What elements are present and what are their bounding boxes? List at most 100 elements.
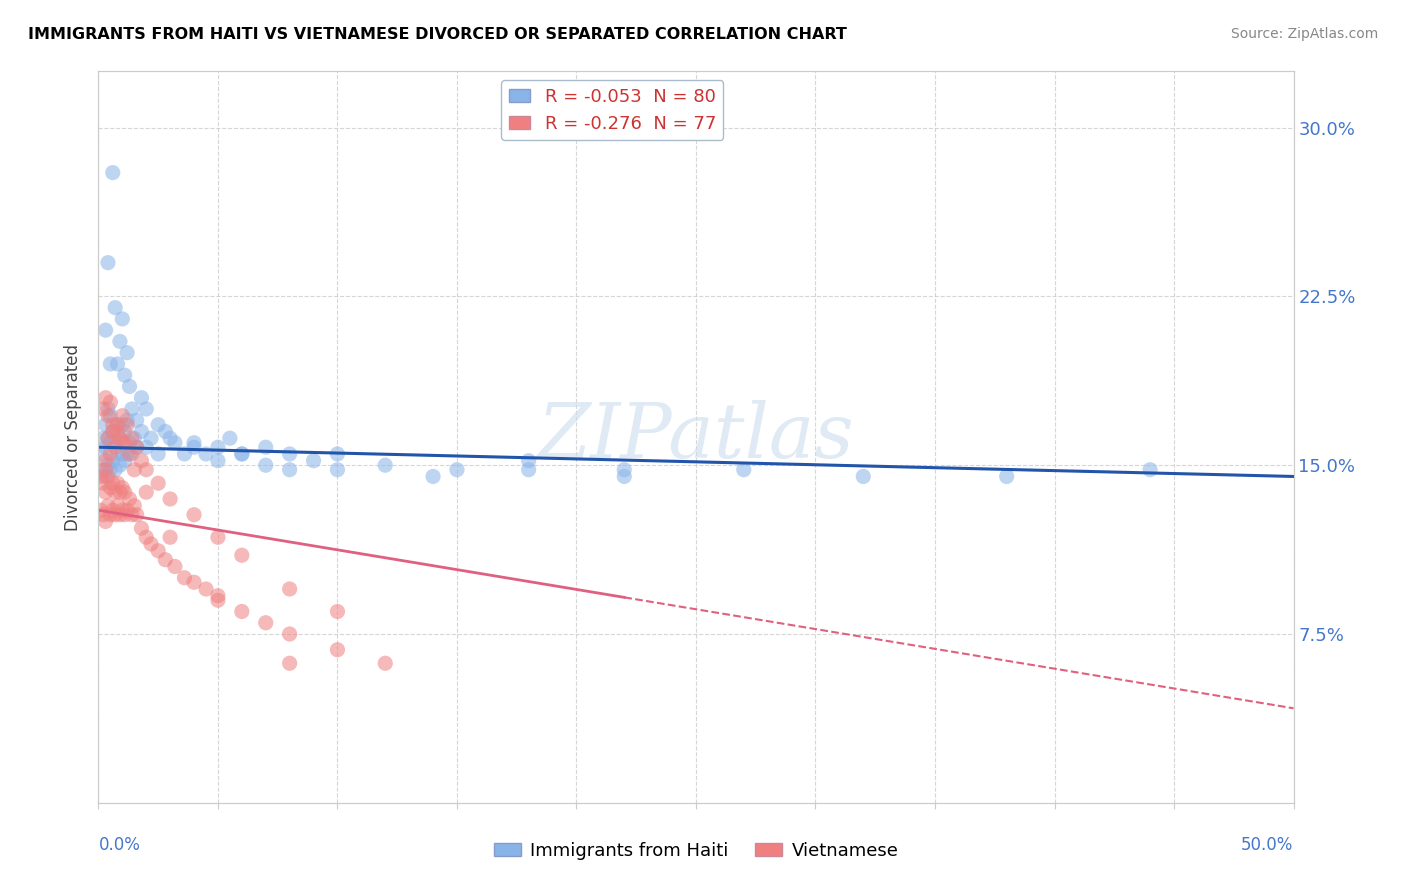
- Point: [231, 548, 253, 562]
- Point: [374, 657, 396, 671]
- Point: [278, 582, 301, 596]
- Point: [183, 575, 205, 590]
- Point: [148, 476, 170, 491]
- Point: [124, 431, 146, 445]
- Point: [173, 447, 195, 461]
- Point: [111, 503, 134, 517]
- Point: [97, 255, 120, 269]
- Point: [254, 440, 277, 454]
- Point: [118, 379, 141, 393]
- Point: [207, 440, 229, 454]
- Point: [995, 469, 1018, 483]
- Point: [115, 447, 138, 461]
- Point: [97, 458, 120, 473]
- Point: [107, 357, 129, 371]
- Point: [163, 435, 186, 450]
- Point: [94, 323, 117, 337]
- Point: [148, 543, 170, 558]
- Point: [326, 447, 349, 461]
- Point: [107, 417, 129, 432]
- Point: [231, 447, 253, 461]
- Point: [195, 582, 218, 596]
- Point: [94, 417, 117, 432]
- Point: [101, 503, 124, 517]
- Point: [104, 508, 127, 522]
- Point: [131, 425, 153, 439]
- Point: [94, 515, 117, 529]
- Point: [107, 425, 129, 439]
- Point: [104, 463, 127, 477]
- Point: [195, 447, 218, 461]
- Point: [135, 440, 157, 454]
- Point: [114, 435, 136, 450]
- Point: [148, 417, 170, 432]
- Point: [98, 357, 122, 371]
- Point: [183, 440, 205, 454]
- Point: [254, 458, 277, 473]
- Point: [125, 440, 148, 454]
- Point: [94, 469, 117, 483]
- Point: [101, 476, 124, 491]
- Point: [97, 401, 120, 416]
- Point: [108, 485, 131, 500]
- Point: [107, 499, 129, 513]
- Point: [118, 447, 141, 461]
- Point: [98, 435, 122, 450]
- Point: [125, 440, 148, 454]
- Point: [91, 463, 114, 477]
- Text: ZIPatlas: ZIPatlas: [537, 401, 855, 474]
- Point: [326, 463, 349, 477]
- Point: [94, 485, 117, 500]
- Point: [173, 571, 195, 585]
- Point: [107, 476, 129, 491]
- Point: [94, 391, 117, 405]
- Point: [374, 458, 396, 473]
- Point: [135, 463, 157, 477]
- Point: [111, 435, 134, 450]
- Point: [733, 463, 755, 477]
- Point: [278, 447, 301, 461]
- Point: [108, 431, 131, 445]
- Point: [101, 417, 124, 432]
- Point: [231, 605, 253, 619]
- Point: [101, 425, 124, 439]
- Point: [108, 431, 131, 445]
- Point: [124, 463, 146, 477]
- Point: [97, 499, 120, 513]
- Point: [90, 469, 112, 483]
- Point: [124, 499, 146, 513]
- Point: [852, 469, 875, 483]
- Point: [91, 431, 114, 445]
- Point: [111, 409, 134, 423]
- Text: 50.0%: 50.0%: [1241, 836, 1294, 854]
- Y-axis label: Divorced or Separated: Divorced or Separated: [65, 343, 83, 531]
- Point: [91, 401, 114, 416]
- Point: [97, 409, 120, 423]
- Point: [135, 401, 157, 416]
- Point: [183, 435, 205, 450]
- Point: [131, 391, 153, 405]
- Point: [278, 627, 301, 641]
- Point: [207, 593, 229, 607]
- Point: [98, 447, 122, 461]
- Point: [101, 166, 124, 180]
- Point: [121, 431, 143, 445]
- Point: [90, 503, 112, 517]
- Point: [159, 431, 181, 445]
- Point: [111, 417, 134, 432]
- Point: [107, 447, 129, 461]
- Point: [121, 401, 143, 416]
- Point: [114, 508, 136, 522]
- Point: [183, 508, 205, 522]
- Point: [114, 425, 136, 439]
- Point: [115, 413, 138, 427]
- Point: [111, 447, 134, 461]
- Point: [118, 491, 141, 506]
- Point: [278, 657, 301, 671]
- Legend: Immigrants from Haiti, Vietnamese: Immigrants from Haiti, Vietnamese: [486, 835, 905, 867]
- Point: [107, 417, 129, 432]
- Point: [302, 453, 325, 467]
- Text: IMMIGRANTS FROM HAITI VS VIETNAMESE DIVORCED OR SEPARATED CORRELATION CHART: IMMIGRANTS FROM HAITI VS VIETNAMESE DIVO…: [28, 27, 846, 42]
- Point: [155, 425, 177, 439]
- Point: [111, 312, 134, 326]
